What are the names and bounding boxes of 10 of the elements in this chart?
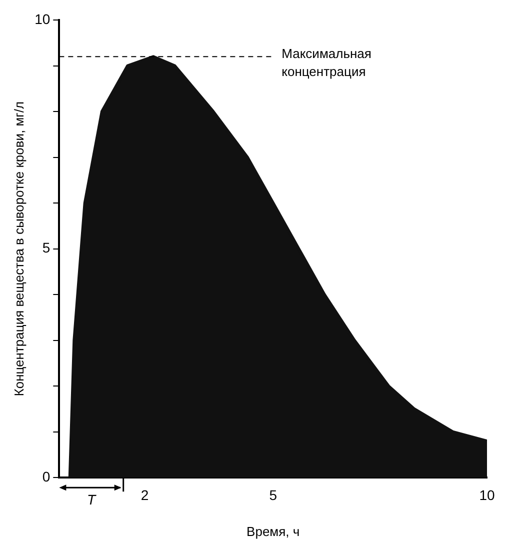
x-tick-label: 2 — [140, 486, 149, 503]
y-tick-label: 0 — [42, 468, 50, 484]
x-axis-title: Время, ч — [246, 524, 300, 539]
y-axis-title: Концентрация вещества в сыворотке крови, мг/л — [11, 101, 26, 396]
x-tick-label: 10 — [479, 486, 495, 503]
y-tick-label: 10 — [34, 10, 50, 27]
x-tick-label: 5 — [269, 486, 278, 503]
y-tick-label: 5 — [42, 240, 50, 256]
annotation: T — [86, 491, 97, 508]
ref-line-label: Максимальная концентрация — [282, 46, 372, 80]
